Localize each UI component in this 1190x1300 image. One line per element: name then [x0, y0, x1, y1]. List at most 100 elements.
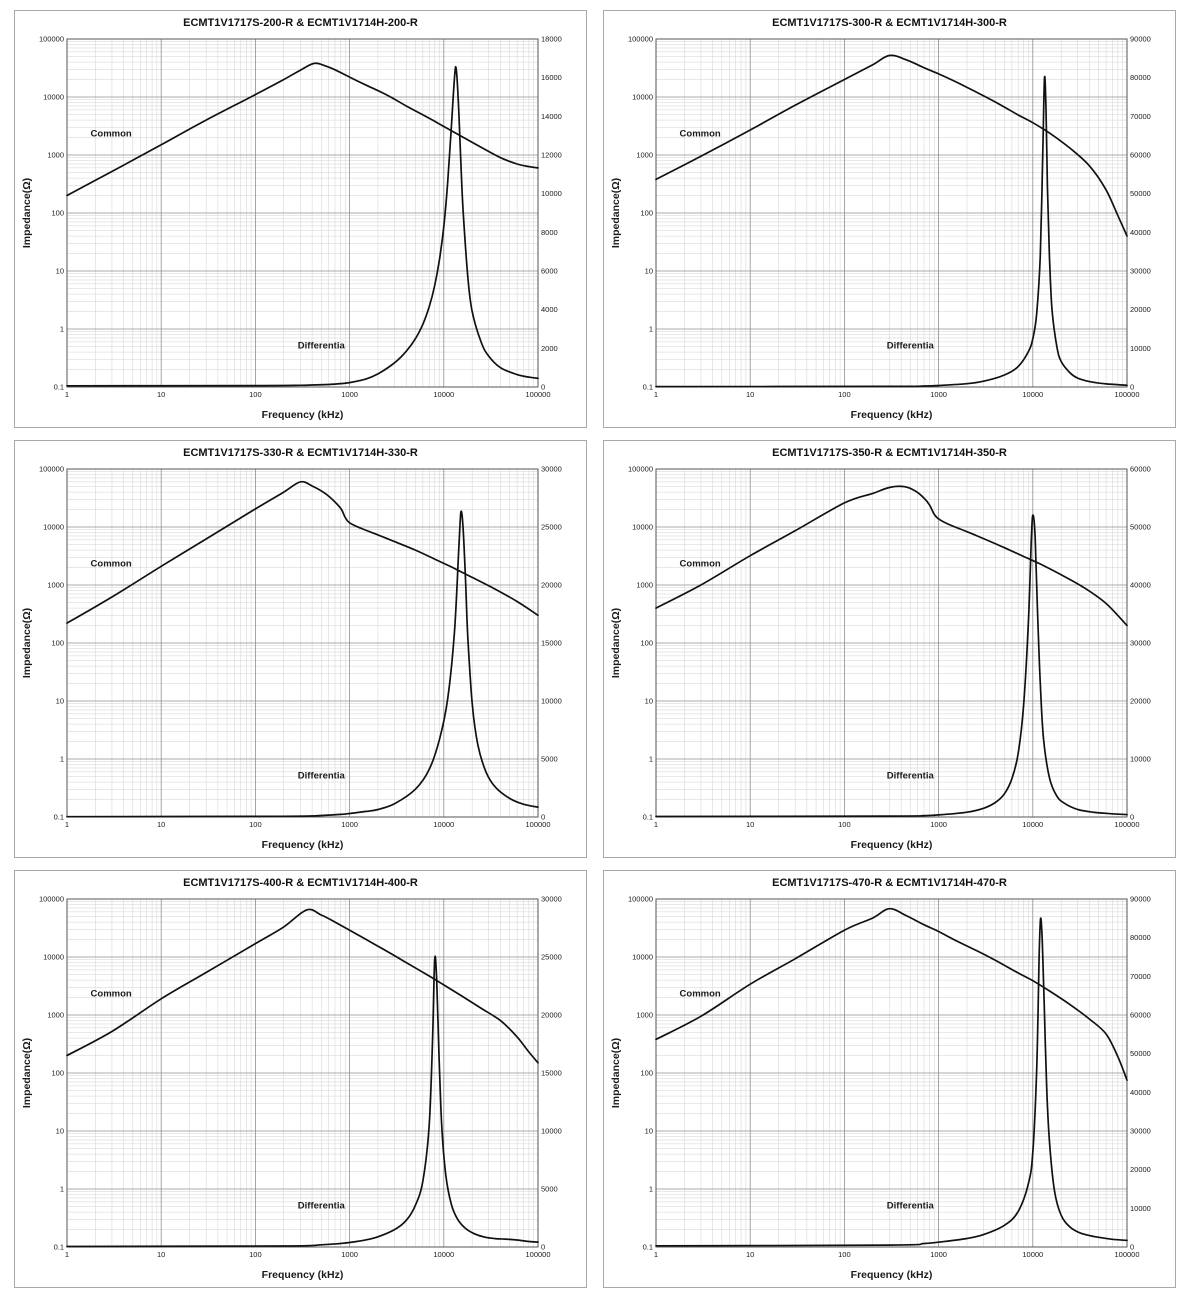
svg-text:2000: 2000 [541, 344, 558, 353]
svg-text:100000: 100000 [628, 465, 653, 474]
svg-text:10000: 10000 [433, 1250, 454, 1259]
svg-text:10: 10 [157, 1250, 165, 1259]
svg-text:80000: 80000 [1130, 73, 1151, 82]
svg-text:40000: 40000 [1130, 581, 1151, 590]
svg-text:16000: 16000 [541, 73, 562, 82]
chart-title: ECMT1V1717S-400-R & ECMT1V1714H-400-R [183, 877, 418, 889]
svg-text:1000: 1000 [341, 1250, 358, 1259]
svg-text:100: 100 [838, 820, 851, 829]
svg-text:Common: Common [91, 558, 132, 569]
svg-text:Impedance(Ω): Impedance(Ω) [610, 178, 622, 248]
svg-text:100000: 100000 [525, 820, 550, 829]
svg-text:Frequency (kHz): Frequency (kHz) [851, 839, 933, 851]
svg-text:Frequency (kHz): Frequency (kHz) [262, 409, 344, 421]
svg-text:10: 10 [746, 1250, 754, 1259]
svg-text:10000: 10000 [1130, 755, 1151, 764]
svg-text:10000: 10000 [43, 93, 64, 102]
svg-text:0.1: 0.1 [643, 1243, 653, 1252]
svg-text:1000: 1000 [341, 390, 358, 399]
svg-text:100: 100 [51, 639, 64, 648]
svg-text:60000: 60000 [1130, 465, 1151, 474]
svg-text:1: 1 [654, 1250, 658, 1259]
svg-text:10: 10 [645, 1127, 653, 1136]
svg-text:10000: 10000 [1130, 1204, 1151, 1213]
svg-text:1: 1 [649, 1185, 653, 1194]
svg-text:30000: 30000 [541, 465, 562, 474]
svg-text:1: 1 [65, 390, 69, 399]
svg-text:60000: 60000 [1130, 1011, 1151, 1020]
svg-text:100: 100 [249, 820, 262, 829]
svg-text:1: 1 [60, 755, 64, 764]
svg-text:100000: 100000 [39, 895, 64, 904]
svg-text:5000: 5000 [541, 755, 558, 764]
svg-text:100: 100 [249, 390, 262, 399]
svg-text:1: 1 [60, 1185, 64, 1194]
svg-text:Impedance(Ω): Impedance(Ω) [21, 178, 33, 248]
chart-title: ECMT1V1717S-330-R & ECMT1V1714H-330-R [183, 447, 418, 459]
svg-text:25000: 25000 [541, 953, 562, 962]
svg-text:1000: 1000 [47, 581, 64, 590]
svg-text:90000: 90000 [1130, 35, 1151, 44]
svg-text:Common: Common [680, 558, 721, 569]
svg-text:1: 1 [65, 1250, 69, 1259]
svg-text:0: 0 [541, 383, 545, 392]
svg-text:10: 10 [746, 390, 754, 399]
svg-text:Impedance(Ω): Impedance(Ω) [21, 1038, 33, 1108]
chart-panel-200: ECMT1V1717S-200-R & ECMT1V1714H-200-R 10… [14, 10, 587, 428]
svg-text:1000: 1000 [636, 1011, 653, 1020]
svg-text:0.1: 0.1 [54, 1243, 64, 1252]
svg-text:Common: Common [91, 128, 132, 139]
svg-text:Common: Common [91, 988, 132, 999]
svg-text:30000: 30000 [1130, 1127, 1151, 1136]
svg-text:30000: 30000 [541, 895, 562, 904]
svg-text:18000: 18000 [541, 35, 562, 44]
svg-text:50000: 50000 [1130, 189, 1151, 198]
svg-text:70000: 70000 [1130, 112, 1151, 121]
svg-text:50000: 50000 [1130, 1049, 1151, 1058]
svg-text:0: 0 [1130, 383, 1134, 392]
svg-text:1000: 1000 [930, 1250, 947, 1259]
svg-text:Frequency (kHz): Frequency (kHz) [262, 839, 344, 851]
svg-text:20000: 20000 [541, 1011, 562, 1020]
svg-text:5000: 5000 [541, 1185, 558, 1194]
svg-text:100000: 100000 [39, 465, 64, 474]
svg-text:15000: 15000 [541, 639, 562, 648]
svg-text:10: 10 [746, 820, 754, 829]
svg-text:100000: 100000 [628, 895, 653, 904]
svg-text:10: 10 [645, 267, 653, 276]
svg-text:100000: 100000 [39, 35, 64, 44]
svg-text:0.1: 0.1 [643, 383, 653, 392]
svg-text:1: 1 [60, 325, 64, 334]
svg-text:Common: Common [680, 988, 721, 999]
chart-panel-350: ECMT1V1717S-350-R & ECMT1V1714H-350-R 10… [603, 440, 1176, 858]
svg-text:Impedance(Ω): Impedance(Ω) [610, 608, 622, 678]
svg-text:100000: 100000 [628, 35, 653, 44]
svg-text:100000: 100000 [525, 1250, 550, 1259]
svg-text:0: 0 [541, 813, 545, 822]
svg-text:10: 10 [56, 697, 64, 706]
svg-text:8000: 8000 [541, 228, 558, 237]
svg-text:10000: 10000 [1022, 390, 1043, 399]
svg-text:100000: 100000 [1114, 1250, 1139, 1259]
svg-text:Frequency (kHz): Frequency (kHz) [851, 409, 933, 421]
svg-text:100: 100 [640, 1069, 653, 1078]
svg-text:Differentia: Differentia [887, 341, 935, 352]
svg-text:100: 100 [838, 390, 851, 399]
svg-text:0.1: 0.1 [643, 813, 653, 822]
svg-text:1: 1 [654, 390, 658, 399]
svg-text:10000: 10000 [433, 390, 454, 399]
svg-text:40000: 40000 [1130, 1088, 1151, 1097]
chart-panel-470: ECMT1V1717S-470-R & ECMT1V1714H-470-R 10… [603, 870, 1176, 1288]
svg-text:Differentia: Differentia [887, 771, 935, 782]
svg-text:0: 0 [1130, 813, 1134, 822]
svg-text:1: 1 [649, 325, 653, 334]
svg-text:100: 100 [249, 1250, 262, 1259]
svg-text:Differentia: Differentia [298, 771, 346, 782]
chart-title: ECMT1V1717S-470-R & ECMT1V1714H-470-R [772, 877, 1007, 889]
